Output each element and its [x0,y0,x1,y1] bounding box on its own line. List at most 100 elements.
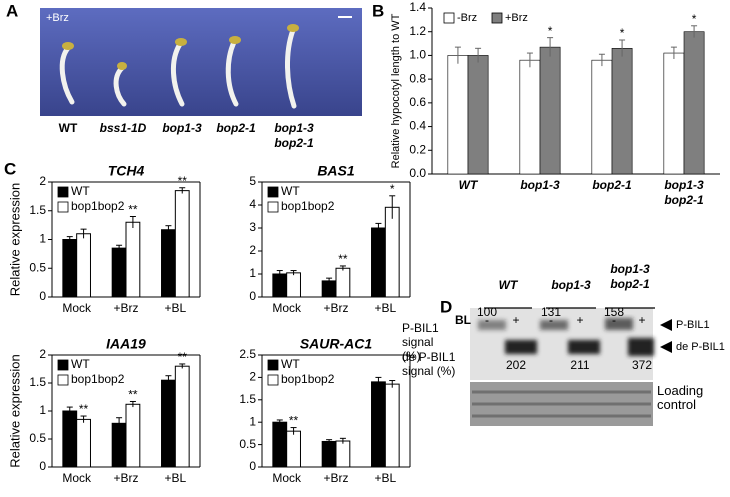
genotype-label: WT [498,278,518,292]
legend-label: bop1bop2 [71,199,125,213]
error-bar [116,244,123,251]
bar [111,247,127,298]
x-tick-label-box: +BL [164,301,187,315]
bar [591,59,613,175]
x-tick-label: bop1-3 [520,178,560,192]
x-tick-label-box: +Brz [323,471,349,485]
y-axis-label: Relative expression [7,354,22,467]
x-tick-label-box: +Brz [113,471,138,485]
legend-swatch [57,186,69,198]
legend-label: WT [281,184,300,198]
y-tick-label: 4 [249,197,256,211]
bar [174,365,190,468]
x-tick-label-box: +Brz [113,301,138,315]
bar [467,55,489,175]
legend-swatch [267,359,279,371]
y-tick-label: 2 [249,243,256,257]
x-tick-label: +Brz [323,301,349,315]
error-bar [375,376,382,387]
error-bar [165,225,172,234]
significance: ** [79,402,89,416]
x-tick-label-box: bop1-3 bop2-1 [664,178,703,207]
genotype-label-box: bop1-3 bop2-1 [610,262,650,291]
y-tick-label: 1.5 [239,392,256,406]
x-tick-label-box: +Brz [323,301,349,315]
genotype-label: bop1-3 bop2-1 [610,262,650,291]
x-tick-label: +Brz [323,471,349,485]
x-tick-label-box: Mock [272,471,301,485]
y-tick-label: 2 [39,347,46,361]
y-tick-label: 5 [249,174,256,188]
bar [384,383,400,468]
y-tick-label: 0 [249,289,256,303]
error-bar [80,228,87,239]
legend-swatch [443,12,455,24]
y-tick-label: 2 [249,370,256,384]
error-bar [116,417,123,429]
error-bar [454,46,461,64]
loading-label-box: Loading control [657,384,703,412]
x-tick-label: +BL [164,471,187,485]
x-tick-label-box: +BL [164,471,187,485]
chart-title: IAA19 [106,336,146,352]
error-bar [66,406,73,415]
significance: * [620,26,625,40]
bar [286,430,301,468]
bar [125,403,141,468]
bar [519,59,541,175]
de-signal-label-box: de P-BIL1 signal (%) [402,350,455,378]
lane-sign: + [512,313,519,327]
error-bar [619,39,626,57]
error-bar [375,222,382,233]
genotype-label-box: bop1-3 [162,121,202,135]
legend-swatch [57,201,69,213]
error-bar [276,270,283,278]
error-bar [526,52,533,68]
error-bar [475,47,482,63]
de-signal-value: 202 [506,358,526,372]
significance: * [390,182,395,196]
bar [611,48,633,175]
genotype-label-box: bop1-3 [551,278,591,292]
genotype-label: bop1-3 bop2-1 [274,121,314,150]
bar [663,52,685,175]
genotype-label: bop1-3 [162,121,202,135]
x-tick-label: +BL [164,301,187,315]
legend-swatch [491,12,503,24]
error-bar [691,25,698,38]
bar [76,233,91,298]
p-signal-value: 100 [477,305,497,319]
y-axis-label: Relative expression [7,183,22,296]
x-tick-label: Mock [272,301,301,315]
y-tick-label: 1.4 [409,0,426,14]
error-bar [339,437,346,444]
y-tick-label: 2 [39,174,46,188]
lane-sign: - [485,313,489,327]
genotype-label: bss1-1D [99,121,147,135]
error-bar [129,400,136,408]
bar [335,267,351,298]
x-tick-label-box: WT [459,178,478,192]
y-tick-label: 1.5 [29,375,46,389]
y-tick-label: 0.4 [409,119,426,133]
x-tick-label: +BL [374,301,397,315]
p-signal-value: 158 [604,305,624,319]
panel-letter: A [6,1,18,20]
bar [125,221,141,298]
chart-title: BAS1 [317,163,355,179]
lane-sign: - [612,313,616,327]
genotype-label: bop1-3 [551,278,591,292]
y-tick-label: 0 [39,289,46,303]
bar [335,440,351,468]
arrow-label: P-BIL1 [676,319,710,331]
error-bar [670,46,677,59]
loading-bands [472,390,651,418]
x-tick-label-box: Mock [272,301,301,315]
y-tick-label: 3 [249,220,256,234]
genotype-label: bop2-1 [216,121,256,135]
p-signal-label: P-BIL1 signal (%) [402,321,439,363]
treatment-label: +Brz [46,12,69,24]
significance: ** [128,388,138,402]
y-tick-label: 0.0 [409,166,426,180]
legend-label: -Brz [457,12,477,24]
